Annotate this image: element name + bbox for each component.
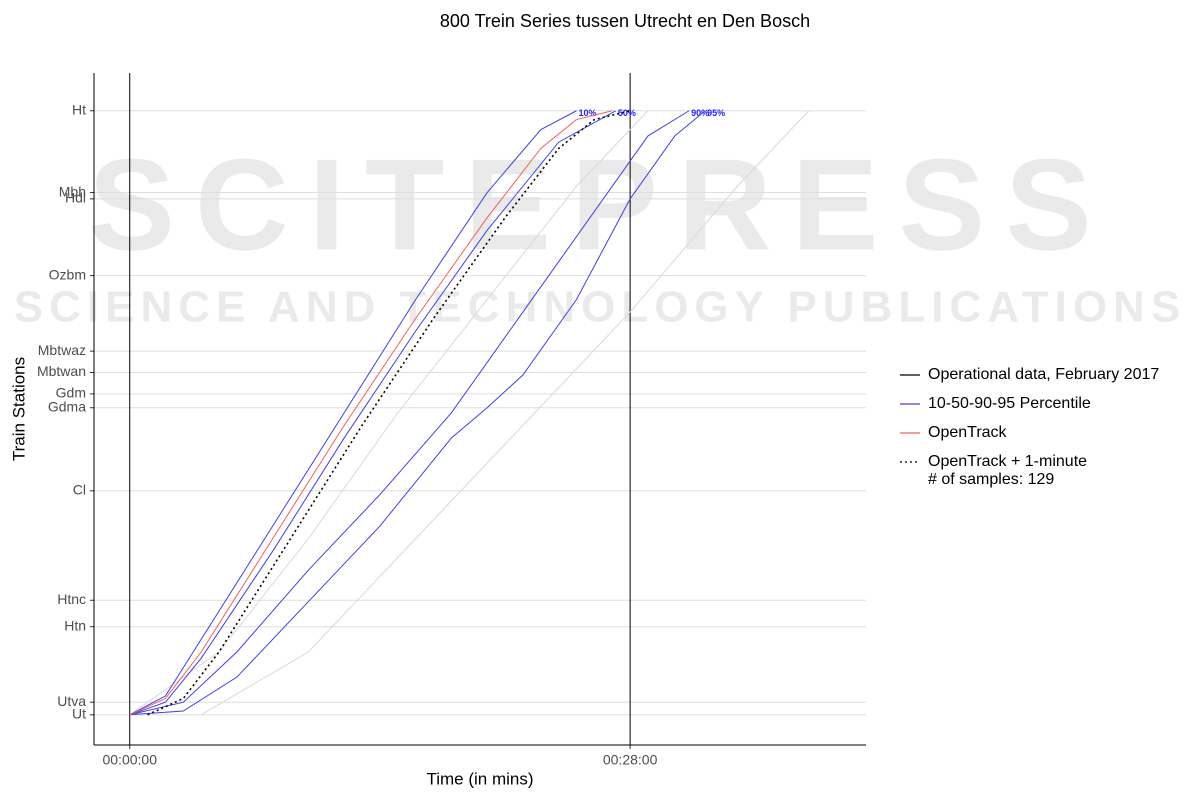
y-tick-label: Mbh (59, 183, 86, 199)
legend-label: Operational data, February 2017 (928, 366, 1159, 383)
watermark: SCIENCE AND TECHNOLOGY PUBLICATIONS (14, 283, 1186, 332)
y-tick-label: Mbtwan (37, 363, 86, 379)
chart-title: 800 Trein Series tussen Utrecht en Den B… (440, 11, 810, 31)
percentile-label: 90% (691, 108, 709, 118)
legend-label: OpenTrack + 1-minute (928, 453, 1087, 470)
series-line (129, 110, 649, 716)
legend-label: 10-50-90-95 Percentile (928, 395, 1091, 412)
y-tick-label: Gdm (56, 385, 86, 401)
y-tick-label: Ht (72, 101, 86, 117)
series-line (129, 110, 617, 716)
series-line (129, 110, 690, 716)
series-line (129, 110, 706, 716)
y-tick-label: Mbtwaz (38, 342, 86, 358)
x-tick-label: 00:28:00 (603, 752, 658, 768)
series-line (129, 110, 613, 716)
y-tick-label: Htn (64, 617, 86, 633)
y-tick-label: Utva (57, 693, 86, 709)
percentile-label: 95% (707, 108, 725, 118)
x-axis-label: Time (in mins) (426, 769, 533, 788)
legend-note: # of samples: 129 (928, 471, 1054, 488)
percentile-label: 50% (618, 108, 636, 118)
series-line (200, 110, 810, 716)
y-tick-label: Hdl (65, 190, 86, 206)
y-tick-label: Gdma (48, 398, 86, 414)
x-tick-label: 00:00:00 (102, 752, 157, 768)
y-tick-label: Ozbm (49, 266, 86, 282)
percentile-label: 10% (579, 108, 597, 118)
y-tick-label: Cl (73, 482, 86, 498)
y-axis-label: Train Stations (9, 357, 28, 461)
y-tick-label: Ut (72, 706, 86, 722)
watermark: SCITEPRESS (88, 131, 1112, 277)
y-tick-label: Htnc (57, 591, 86, 607)
series-line (129, 110, 577, 716)
series-line (147, 109, 631, 716)
legend-label: OpenTrack (928, 424, 1008, 441)
